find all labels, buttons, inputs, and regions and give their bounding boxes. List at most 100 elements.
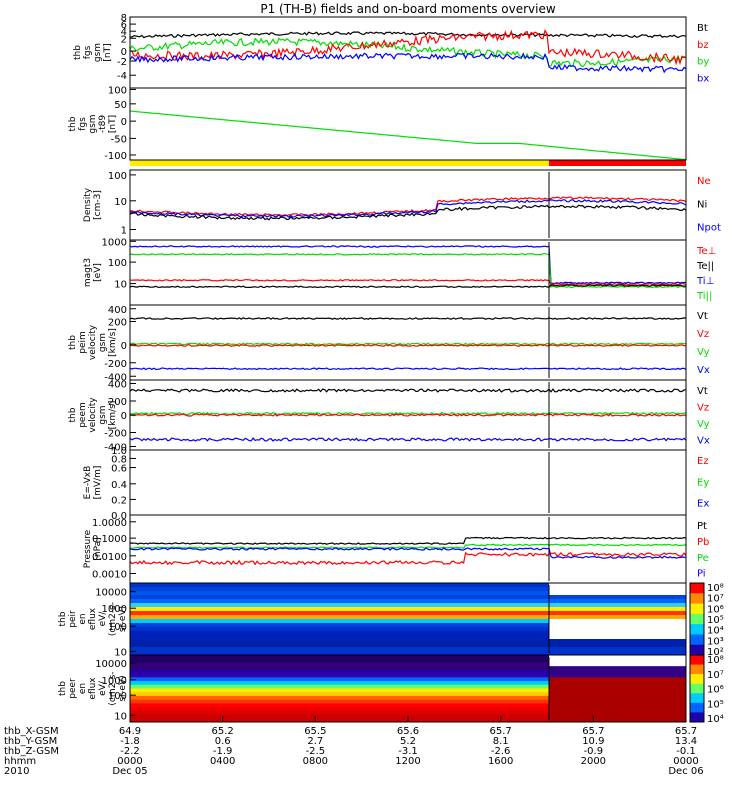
y-tick-label: 1.0 — [111, 446, 127, 457]
peir-band — [130, 619, 549, 624]
colorbar-segment — [690, 593, 704, 605]
ylabel-line: gsm — [98, 333, 108, 352]
peim-trace-red — [129, 344, 687, 347]
peer-band — [130, 714, 549, 719]
peir-band — [130, 647, 549, 652]
peir-band — [130, 651, 549, 656]
density-ylabel: Density [cm-3] — [83, 187, 103, 222]
peir-band-after — [549, 643, 686, 648]
legend-entry: Vy — [697, 419, 710, 430]
peer-band — [130, 710, 549, 716]
peer-band — [130, 692, 549, 697]
y-tick-label: -200 — [104, 429, 127, 440]
legend-entry: Vz — [697, 329, 709, 340]
peir-band-after — [549, 615, 686, 620]
legend-entry: by — [697, 57, 709, 68]
peir-band — [130, 635, 549, 640]
colorbar-segment — [690, 634, 704, 646]
peir-band-after — [549, 635, 686, 640]
x-tick-label: 13.4 — [675, 736, 697, 747]
peir-band-after — [549, 599, 686, 604]
peer-band — [130, 695, 549, 701]
ylabel-line: (cm2-s- — [108, 602, 118, 636]
x-tick-label: -1.9 — [213, 746, 233, 757]
peir-band-after — [549, 631, 686, 636]
y-tick-label: 1000 — [102, 604, 127, 615]
pressure-trace-blue — [129, 547, 687, 559]
peer-band-after — [549, 655, 686, 660]
peir-band-after — [549, 591, 686, 596]
x-tick-label: -2.6 — [491, 746, 511, 757]
peer-band — [130, 707, 549, 712]
y-tick-label: -2 — [117, 57, 127, 68]
ylabel-line: [mV/m] — [93, 466, 103, 500]
ylabel-line: thb — [68, 335, 78, 350]
y-tick-label: 100 — [108, 622, 127, 633]
colorbar-label: 10⁶ — [707, 604, 724, 615]
peer-band-after — [549, 692, 686, 697]
peir-band — [130, 623, 549, 628]
y-tick-label: -400 — [104, 443, 127, 454]
peir-band-after — [549, 595, 686, 600]
colorbar-segment — [690, 683, 704, 694]
x-tick-label: -3.1 — [398, 746, 418, 757]
peer-band — [130, 669, 549, 675]
legend-entry: Vt — [697, 311, 708, 322]
y-tick-label: 100 — [108, 85, 127, 96]
x-tick-label: -2.5 — [306, 746, 326, 757]
colorbar-label: 10⁸ — [707, 583, 724, 594]
density-trace-black — [129, 204, 687, 221]
peim-trace-black — [129, 317, 687, 320]
legend-entry: Te⊥ — [696, 246, 716, 257]
y-tick-label: -200 — [104, 359, 127, 370]
legend-entry: Vx — [697, 435, 710, 446]
x-tick-label: 2000 — [581, 756, 606, 767]
y-tick-label: 50 — [114, 100, 127, 111]
x-tick-label: 0400 — [210, 756, 235, 767]
peir-band — [130, 603, 549, 608]
chart-title: P1 (TH-B) fields and on-board moments ov… — [260, 2, 556, 16]
fgs-trace-green — [129, 37, 687, 68]
peem-trace-black — [129, 388, 687, 393]
legend-entry: Bt — [697, 23, 708, 34]
fgs-trace-red — [129, 29, 687, 66]
ylabel-line: en — [78, 683, 88, 694]
x-tick-label: 0800 — [303, 756, 328, 767]
ylabel-line: velocity — [88, 324, 98, 360]
ylabel-line: sr-eV) — [118, 606, 128, 632]
y-tick-label: 2 — [121, 34, 127, 45]
ylabel-line: thb — [73, 45, 83, 60]
ylabel-line: peer — [68, 678, 78, 699]
ylabel-line: [nT] — [108, 115, 118, 133]
peer-band — [130, 677, 549, 682]
y-tick-label: 0 — [121, 341, 127, 352]
pressure-ylabel: Pressure [nPa] — [83, 529, 103, 568]
efield-panel-frame — [129, 449, 687, 516]
x-tick-label: -0.1 — [676, 746, 696, 757]
peer-band — [130, 655, 549, 660]
ylabel-line: thb — [68, 407, 78, 422]
peer-band-after — [549, 666, 686, 671]
peir-band — [130, 639, 549, 644]
x-row-label: thb_X-GSM — [4, 726, 59, 737]
ylabel-line: [km/s] — [108, 401, 118, 430]
peir-spectrogram — [130, 583, 686, 656]
y-tick-label: 0.6 — [111, 464, 127, 475]
ylabel-line: gsm — [88, 114, 98, 133]
y-tick-label: 1000 — [102, 676, 127, 687]
colorbar-segment — [690, 624, 704, 635]
colorbar-segment — [690, 702, 704, 713]
legend-entry: Te|| — [696, 261, 714, 272]
y-tick-label: 100 — [108, 258, 127, 269]
peir-band — [130, 611, 549, 616]
temp-trace-red — [129, 279, 687, 286]
peir-band — [130, 643, 549, 648]
peer-band-after — [549, 707, 686, 712]
colorbar-segment — [690, 655, 704, 666]
fgs-panel-frame — [129, 16, 687, 89]
peer-band — [130, 673, 549, 678]
colorbar-label: 10³ — [707, 636, 724, 647]
ylabel-line: Density — [83, 187, 93, 222]
ylabel-line: gsm — [98, 405, 108, 424]
